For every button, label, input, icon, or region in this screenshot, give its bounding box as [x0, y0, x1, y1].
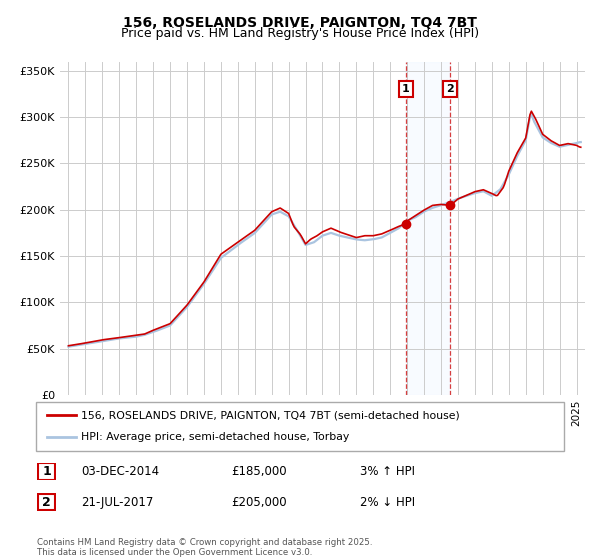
Text: £205,000: £205,000	[231, 496, 287, 509]
FancyBboxPatch shape	[38, 494, 55, 510]
Text: 2: 2	[446, 85, 454, 95]
Text: £185,000: £185,000	[231, 465, 287, 478]
Text: 156, ROSELANDS DRIVE, PAIGNTON, TQ4 7BT: 156, ROSELANDS DRIVE, PAIGNTON, TQ4 7BT	[123, 16, 477, 30]
Text: Contains HM Land Registry data © Crown copyright and database right 2025.
This d: Contains HM Land Registry data © Crown c…	[37, 538, 373, 557]
FancyBboxPatch shape	[38, 464, 55, 479]
Text: 156, ROSELANDS DRIVE, PAIGNTON, TQ4 7BT (semi-detached house): 156, ROSELANDS DRIVE, PAIGNTON, TQ4 7BT …	[81, 410, 460, 421]
Text: 1: 1	[402, 85, 410, 95]
Text: HPI: Average price, semi-detached house, Torbay: HPI: Average price, semi-detached house,…	[81, 432, 349, 442]
Text: 1: 1	[43, 465, 51, 478]
FancyBboxPatch shape	[36, 402, 564, 451]
Text: 3% ↑ HPI: 3% ↑ HPI	[360, 465, 415, 478]
Text: Price paid vs. HM Land Registry's House Price Index (HPI): Price paid vs. HM Land Registry's House …	[121, 27, 479, 40]
Text: 03-DEC-2014: 03-DEC-2014	[81, 465, 159, 478]
Bar	[406, 62, 451, 395]
Text: 2: 2	[43, 496, 51, 509]
Text: 21-JUL-2017: 21-JUL-2017	[81, 496, 154, 509]
Text: 2% ↓ HPI: 2% ↓ HPI	[360, 496, 415, 509]
